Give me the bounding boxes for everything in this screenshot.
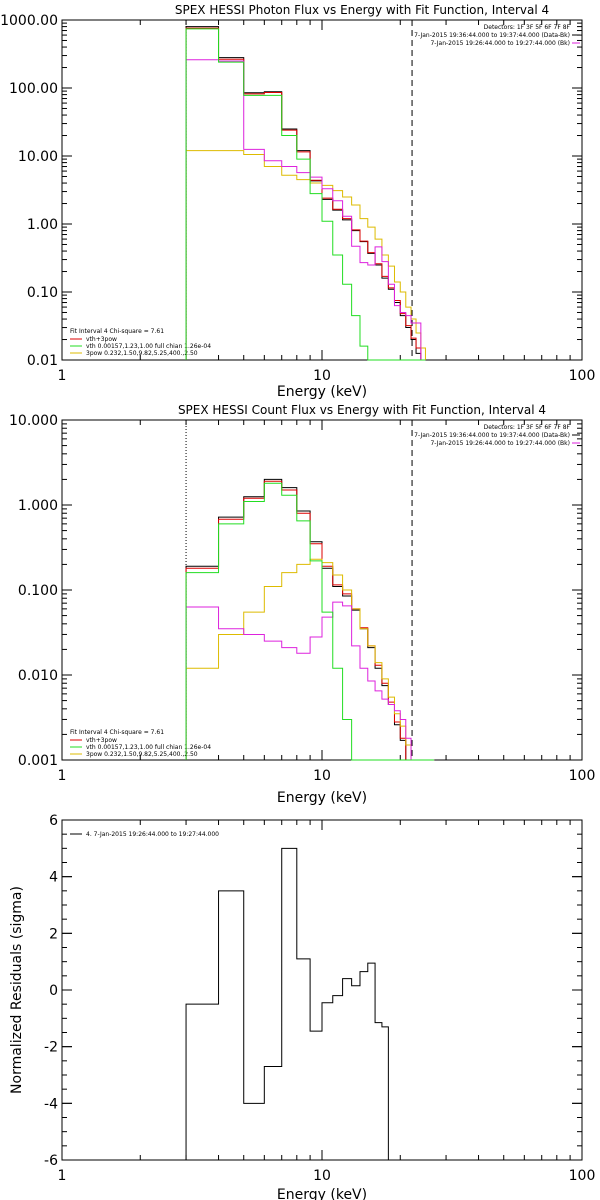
info-line: Detectors: 1F 3F 5F 6F 7F 8F — [484, 424, 571, 431]
legend-entry: 4. 7-Jan-2015 19:26:44.000 to 19:27:44.0… — [86, 831, 219, 838]
x-axis-label: Energy (keV) — [277, 790, 367, 806]
y-tick-label: 0.001 — [18, 753, 58, 769]
photon-flux-panel: SPEX HESSI Photon Flux vs Energy with Fi… — [0, 3, 595, 400]
plot-frame — [61, 819, 583, 1161]
residuals-panel: Energy (keV) Normalized Residuals (sigma… — [9, 813, 595, 1200]
y-tick-label: 4 — [49, 870, 58, 886]
chart-title: SPEX HESSI Photon Flux vs Energy with Fi… — [175, 3, 549, 17]
series-line — [185, 601, 435, 761]
x-axis-label: Energy (keV) — [277, 1187, 367, 1200]
y-tick-label: 1.00 — [27, 217, 58, 233]
info-line: Detectors: 1F 3F 5F 6F 7F 8F — [484, 24, 571, 31]
series-line — [185, 27, 426, 361]
x-tick-label: 10 — [313, 368, 331, 384]
y-tick-label: 0 — [49, 983, 58, 999]
series-line — [185, 26, 426, 361]
info-line: 7-Jan-2015 19:26:44.000 to 19:27:44.000 … — [430, 440, 570, 447]
info-line: 7-Jan-2015 19:36:44.000 to 19:37:44.000 … — [414, 432, 570, 439]
y-tick-label: 0.01 — [27, 353, 58, 369]
legend-header: Fit Interval 4 Chi-square = 7.61 — [70, 729, 164, 736]
y-tick-label: 0.10 — [27, 285, 58, 301]
series-line — [185, 482, 435, 761]
y-tick-label: -2 — [44, 1040, 58, 1056]
y-tick-label: 100.00 — [9, 81, 58, 97]
y-tick-label: 1.000 — [18, 498, 58, 514]
x-tick-label: 1 — [58, 768, 67, 784]
legend-entry: 3pow 0.232,1.50,9.82,5.25,400.,2.50 — [86, 751, 198, 758]
y-tick-label: 0.100 — [18, 583, 58, 599]
legend-entry: 3pow 0.232,1.50,9.82,5.25,400.,2.50 — [86, 350, 198, 357]
x-tick-label: 1 — [58, 1168, 67, 1184]
legend-entry: vth 0.00157,1.23,1.00 full chian 1.26e-0… — [86, 744, 211, 751]
x-axis-label: Energy (keV) — [277, 384, 367, 400]
x-tick-label: 10 — [313, 1168, 331, 1184]
y-tick-label: -4 — [44, 1096, 58, 1112]
y-tick-label: 6 — [49, 813, 58, 829]
y-axis-label: Normalized Residuals (sigma) — [9, 886, 25, 1094]
y-tick-label: 2 — [49, 926, 58, 942]
series-line — [185, 28, 426, 361]
x-tick-label: 100 — [569, 368, 596, 384]
x-tick-label: 100 — [569, 1168, 596, 1184]
x-tick-label: 10 — [313, 768, 331, 784]
info-line: 7-Jan-2015 19:26:44.000 to 19:27:44.000 … — [430, 40, 570, 47]
chart-title: SPEX HESSI Count Flux vs Energy with Fit… — [178, 403, 546, 417]
legend-entry: vth+3pow — [86, 737, 117, 744]
y-tick-label: -6 — [44, 1153, 58, 1169]
series-line — [185, 150, 426, 360]
y-tick-label: 1000.00 — [0, 13, 58, 29]
legend-header: Fit Interval 4 Chi-square = 7.61 — [70, 328, 164, 335]
x-tick-label: 1 — [58, 368, 67, 384]
y-tick-label: 10.000 — [9, 413, 58, 429]
legend-entry: vth 0.00157,1.23,1.00 full chian 1.26e-0… — [86, 343, 211, 350]
y-tick-label: 0.010 — [18, 668, 58, 684]
y-tick-label: 10.00 — [18, 149, 58, 165]
count-flux-panel: SPEX HESSI Count Flux vs Energy with Fit… — [9, 403, 595, 806]
series-line — [185, 558, 435, 761]
series-line — [185, 478, 435, 761]
series-line — [185, 59, 426, 361]
x-tick-label: 100 — [569, 768, 596, 784]
legend-entry: vth+3pow — [86, 336, 117, 343]
series-line — [185, 847, 389, 1160]
info-line: 7-Jan-2015 19:36:44.000 to 19:37:44.000 … — [414, 32, 570, 39]
